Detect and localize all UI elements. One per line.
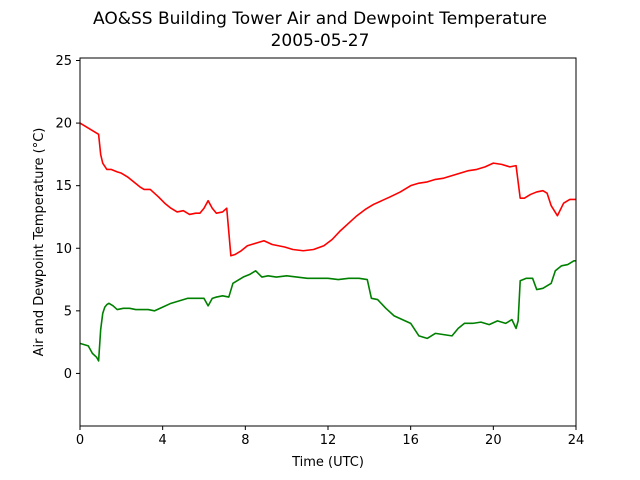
y-tick-label: 15 — [55, 179, 72, 194]
x-tick-label: 4 — [159, 433, 167, 448]
y-tick-label: 0 — [64, 367, 72, 382]
x-tick-label: 8 — [241, 433, 249, 448]
series-line-1 — [79, 122, 576, 257]
series-layer — [79, 122, 576, 362]
x-tick-label: 12 — [320, 433, 337, 448]
y-tick-label: 25 — [55, 54, 72, 69]
y-axis-ticks: 0 5 10 15 20 25 — [55, 54, 80, 382]
chart-title: AO&SS Building Tower Air and Dewpoint Te… — [93, 9, 547, 29]
series-line-2 — [79, 259, 576, 362]
x-tick-label: 0 — [76, 433, 84, 448]
x-tick-label: 16 — [402, 433, 419, 448]
x-axis-ticks: 0 4 8 12 16 20 24 — [76, 426, 584, 448]
y-axis-label: Air and Dewpoint Temperature (°C) — [32, 128, 47, 357]
y-tick-label: 10 — [55, 242, 72, 257]
chart-subtitle: 2005-05-27 — [271, 31, 370, 51]
y-tick-label: 5 — [64, 304, 72, 319]
x-tick-label: 20 — [485, 433, 502, 448]
y-tick-label: 20 — [55, 117, 72, 132]
x-axis-label: Time (UTC) — [291, 455, 364, 470]
x-tick-label: 24 — [568, 433, 585, 448]
